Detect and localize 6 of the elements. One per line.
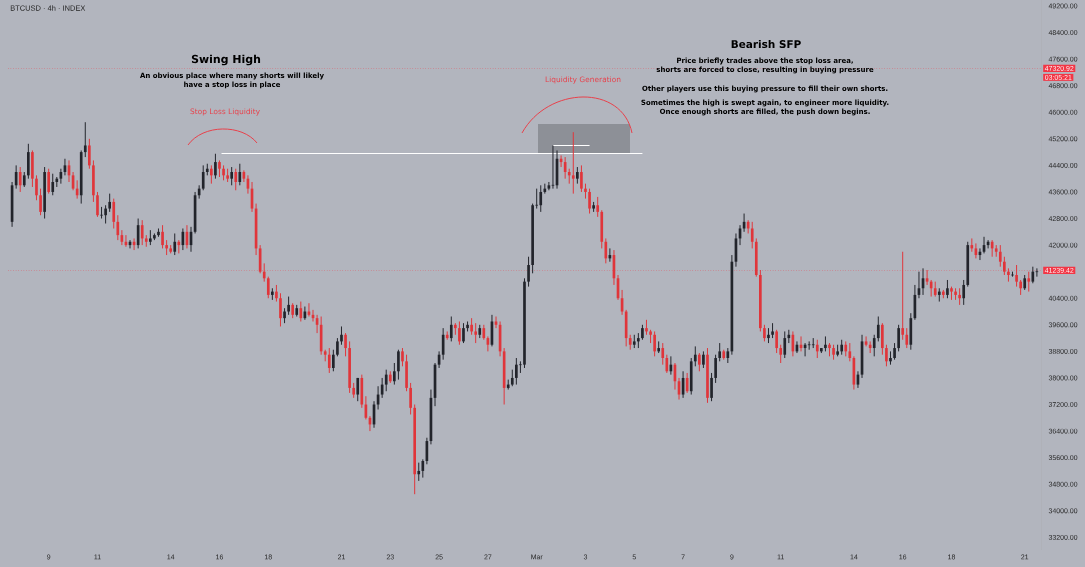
annotation: Bearish SFP (731, 39, 801, 49)
candlestick (99, 206, 104, 220)
annotation: Swing High (191, 54, 261, 66)
candlestick (1010, 271, 1015, 278)
candlestick (807, 340, 811, 351)
candlestick (811, 337, 815, 349)
